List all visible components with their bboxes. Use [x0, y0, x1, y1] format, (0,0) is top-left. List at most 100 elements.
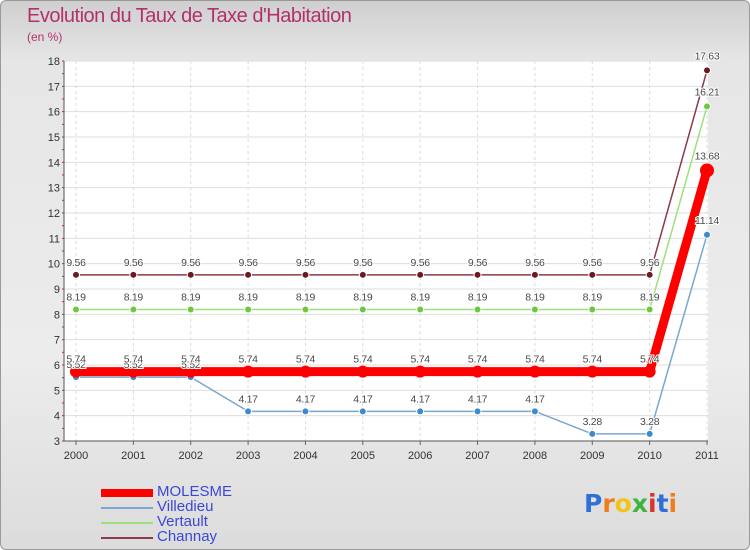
y-tick-label: 5: [54, 385, 60, 397]
grid: [64, 60, 708, 442]
data-label-molesme: 5.74: [353, 354, 373, 366]
data-point-molesme: [414, 365, 427, 378]
x-tick-label: 2011: [695, 450, 719, 462]
y-tick-label: 8: [54, 309, 60, 321]
data-label-molesme: 5.74: [583, 354, 603, 366]
data-point-channay: [358, 270, 367, 279]
data-label-channay: 9.56: [238, 257, 258, 269]
data-label-channay: 9.56: [525, 257, 545, 269]
data-point-molesme: [70, 365, 82, 378]
data-label-villedieu: 3.28: [640, 416, 660, 428]
x-tick-label: 2003: [236, 450, 260, 462]
series-line-molesme: [71, 165, 712, 377]
data-label-molesme: 5.74: [468, 354, 488, 366]
data-label-vertault: 8.19: [66, 292, 86, 304]
data-point-channay: [72, 270, 80, 279]
data-point-molesme: [528, 365, 541, 378]
data-point-molesme: [299, 365, 312, 378]
data-point-channay: [301, 270, 310, 279]
legend-swatch-channay: [101, 537, 153, 539]
data-label-vertault: 8.19: [296, 292, 316, 304]
x-tick-label: 2005: [351, 450, 375, 462]
legend-swatch-villedieu: [101, 507, 153, 509]
data-label-molesme: 13.68: [695, 150, 720, 162]
data-point-villedieu: [301, 407, 310, 416]
data-point-molesme: [242, 365, 255, 378]
data-label-villedieu: 11.14: [695, 215, 719, 227]
data-point-molesme: [643, 365, 656, 378]
data-point-channay: [473, 270, 482, 279]
data-label-villedieu: 5.52: [181, 359, 201, 371]
data-label-molesme: 5.74: [525, 354, 545, 366]
proxiti-logo: Proxiti: [584, 489, 677, 518]
data-point-channay: [416, 270, 425, 279]
data-point-channay: [186, 270, 195, 279]
data-point-molesme: [586, 365, 599, 378]
x-tick-label: 2001: [121, 450, 145, 462]
data-label-villedieu: 4.17: [353, 393, 373, 405]
data-label-molesme: 5.74: [66, 354, 86, 366]
data-label-vertault: 8.19: [238, 292, 258, 304]
data-point-channay: [129, 270, 138, 279]
axes: 3 4 5 6 7 8 9 10 11 12 13 14 15 16 17 18 2000 2001 2002 200…: [48, 56, 719, 462]
data-point-vertault: [301, 305, 310, 314]
y-tick-label: 12: [48, 208, 60, 220]
data-label-molesme: 5.74: [181, 354, 201, 366]
data-label-channay: 9.56: [296, 257, 316, 269]
data-label-villedieu: 4.17: [525, 393, 545, 405]
data-label-molesme: 5.74: [640, 354, 660, 366]
logo-letter: i: [668, 489, 678, 518]
data-label-channay: 9.56: [468, 257, 488, 269]
logo-letter: r: [602, 489, 615, 518]
data-label-villedieu: 3.28: [583, 416, 603, 428]
y-tick-label: 9: [54, 284, 60, 296]
data-label-vertault: 8.19: [411, 292, 431, 304]
data-point-villedieu: [645, 429, 654, 438]
data-point-channay: [588, 270, 597, 279]
y-tick-label: 15: [48, 132, 60, 144]
y-tick-label: 4: [54, 411, 60, 423]
data-label-villedieu: 4.17: [238, 393, 258, 405]
data-point-channay: [244, 270, 253, 279]
data-point-villedieu: [416, 407, 425, 416]
y-tick-label: 16: [48, 107, 60, 119]
data-label-channay: 9.56: [583, 257, 603, 269]
x-tick-label: 2004: [293, 450, 317, 462]
legend-label-molesme: MOLESME: [157, 483, 233, 500]
series-group: [70, 66, 714, 438]
data-point-villedieu: [703, 230, 711, 239]
y-tick-label: 10: [48, 259, 60, 271]
data-point-vertault: [358, 305, 367, 314]
data-point-channay: [703, 66, 711, 75]
y-tick-label: 17: [48, 81, 60, 93]
y-tick-label: 13: [48, 183, 60, 195]
data-point-vertault: [186, 305, 195, 314]
series-line-villedieu: [75, 234, 708, 435]
y-tick-label: 6: [54, 360, 60, 372]
logo-letter: P: [584, 489, 603, 518]
data-point-channay: [645, 270, 654, 279]
data-label-vertault: 8.19: [124, 292, 144, 304]
data-label-channay: 17.63: [695, 50, 720, 62]
data-point-vertault: [473, 305, 482, 314]
data-label-molesme: 5.74: [124, 354, 144, 366]
series-line-vertault: [75, 105, 708, 311]
x-tick-label: 2000: [64, 450, 88, 462]
data-label-villedieu: 5.52: [66, 359, 86, 371]
data-point-vertault: [72, 305, 80, 314]
data-label-channay: 9.56: [181, 257, 201, 269]
data-label-channay: 9.56: [640, 257, 660, 269]
legend-label-vertault: Vertault: [157, 513, 208, 530]
data-label-villedieu: 4.17: [411, 393, 431, 405]
logo-letter: x: [631, 489, 648, 518]
data-point-molesme: [700, 163, 714, 178]
data-label-vertault: 8.19: [525, 292, 545, 304]
x-tick-label: 2006: [408, 450, 432, 462]
x-tick-label: 2009: [580, 450, 604, 462]
data-point-molesme: [184, 365, 197, 378]
data-label-vertault: 8.19: [640, 292, 660, 304]
y-tick-label: 18: [48, 56, 60, 68]
logo-letter: o: [614, 489, 632, 518]
